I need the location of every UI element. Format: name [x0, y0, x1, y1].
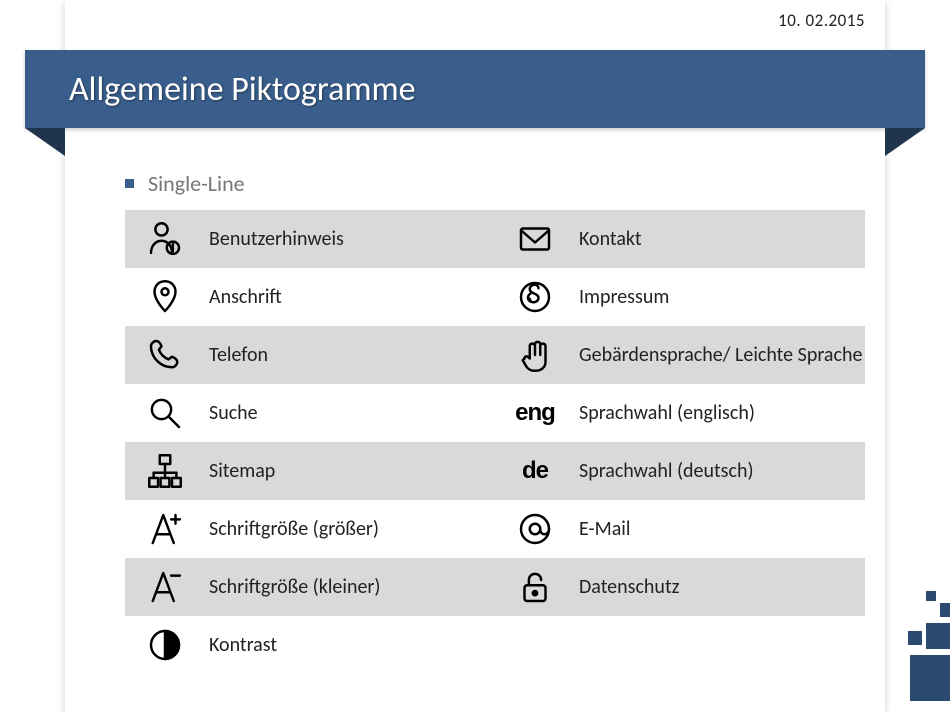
label: Kontakt — [575, 210, 865, 268]
table-row: Telefon Gebärdensprache/ Leichte Sprache — [125, 326, 865, 384]
label: Benutzerhinweis — [205, 210, 495, 268]
table-row: Benutzerhinweis Kontakt — [125, 210, 865, 268]
font-smaller-icon — [125, 558, 205, 616]
table-row: Schriftgröße (größer) E-Mail — [125, 500, 865, 558]
phone-icon — [125, 326, 205, 384]
label: Sprachwahl (englisch) — [575, 384, 865, 442]
bullet-icon — [125, 179, 134, 188]
label: E-Mail — [575, 500, 865, 558]
ribbon-fold-left — [25, 128, 65, 156]
table-row: Suche eng Sprachwahl (englisch) — [125, 384, 865, 442]
label: Sitemap — [205, 442, 495, 500]
date-label: 10. 02.2015 — [778, 10, 865, 31]
label: Kontrast — [205, 616, 495, 674]
section-heading: Single-Line — [125, 170, 245, 197]
font-larger-icon — [125, 500, 205, 558]
label: Schriftgröße (kleiner) — [205, 558, 495, 616]
label: Suche — [205, 384, 495, 442]
table-row: Anschrift Impressum — [125, 268, 865, 326]
corner-decoration — [896, 561, 950, 701]
slide-card: 10. 02.2015 Allgemeine Piktogramme Singl… — [65, 0, 885, 713]
search-icon — [125, 384, 205, 442]
at-sign-icon — [495, 500, 575, 558]
table-row: Kontrast — [125, 616, 865, 674]
lang-de-icon: de — [495, 442, 575, 500]
table-row: Sitemap de Sprachwahl (deutsch) — [125, 442, 865, 500]
location-pin-icon — [125, 268, 205, 326]
eng-text: eng — [515, 399, 555, 427]
label: Anschrift — [205, 268, 495, 326]
user-info-icon — [125, 210, 205, 268]
lock-icon — [495, 558, 575, 616]
label: Sprachwahl (deutsch) — [575, 442, 865, 500]
slide-title: Allgemeine Piktogramme — [69, 69, 416, 110]
pictogram-table: Benutzerhinweis Kontakt Anschrift Impres… — [125, 210, 865, 674]
lang-eng-icon: eng — [495, 384, 575, 442]
label — [575, 616, 865, 674]
ribbon-fold-right — [885, 128, 925, 156]
de-text: de — [522, 457, 548, 485]
contrast-icon — [125, 616, 205, 674]
label: Telefon — [205, 326, 495, 384]
label: Schriftgröße (größer) — [205, 500, 495, 558]
section-sign-icon — [495, 268, 575, 326]
envelope-icon — [495, 210, 575, 268]
section-text: Single-Line — [148, 170, 245, 197]
hand-icon — [495, 326, 575, 384]
sitemap-icon — [125, 442, 205, 500]
table-row: Schriftgröße (kleiner) Datenschutz — [125, 558, 865, 616]
label: Gebärdensprache/ Leichte Sprache — [575, 326, 865, 384]
empty-icon — [495, 616, 575, 674]
label: Impressum — [575, 268, 865, 326]
label: Datenschutz — [575, 558, 865, 616]
title-banner: Allgemeine Piktogramme — [25, 50, 925, 128]
